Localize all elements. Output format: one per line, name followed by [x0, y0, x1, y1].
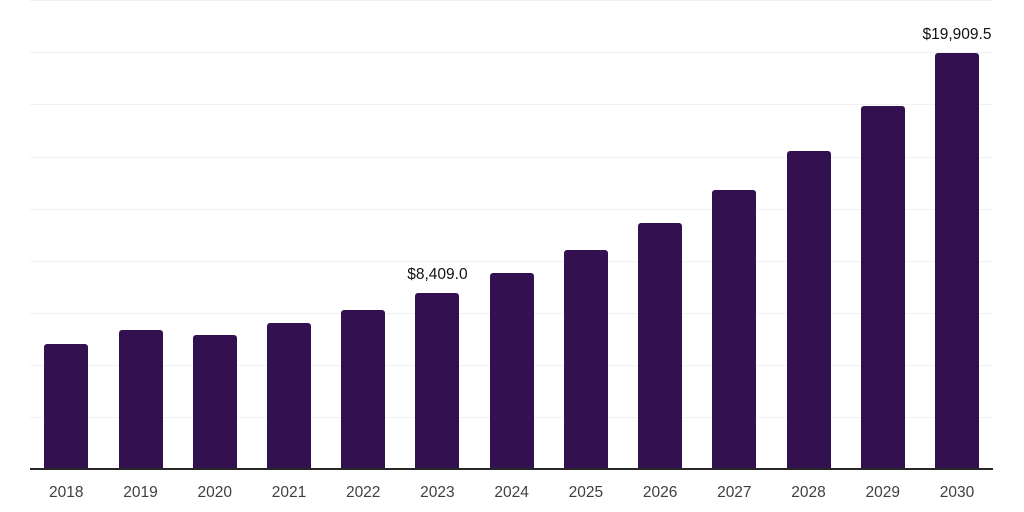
gridline-17500: [30, 104, 993, 106]
bar-2024: [489, 273, 534, 468]
bar-2021: [266, 323, 311, 468]
bar-2018: [44, 344, 89, 468]
gridline-10000: [30, 260, 993, 262]
x-tick-2022: 2022: [345, 484, 381, 501]
bar-2023: [415, 292, 460, 468]
bar-2026: [638, 222, 683, 468]
x-tick-2030: 2030: [939, 484, 975, 501]
bar-2027: [712, 189, 757, 468]
x-axis-line: [30, 468, 993, 470]
x-tick-2028: 2028: [791, 484, 826, 501]
x-tick-2018: 2018: [49, 484, 84, 501]
gridline-22500: [30, 0, 993, 2]
bar-2025: [563, 250, 608, 468]
bar-2030: [935, 53, 979, 468]
x-tick-2023: 2023: [420, 484, 455, 501]
x-tick-2021: 2021: [271, 484, 307, 501]
x-tick-2020: 2020: [197, 484, 232, 501]
value-label-2030: $19,909.5: [922, 26, 992, 44]
plot-area: $8,409.0 $19,909.5: [30, 0, 993, 470]
bar-2019: [118, 329, 163, 468]
gridline-20000: [30, 52, 993, 54]
value-label-2023: $8,409.0: [407, 265, 468, 283]
x-tick-2027: 2027: [717, 484, 752, 501]
x-tick-2025: 2025: [568, 484, 604, 501]
x-tick-2029: 2029: [865, 484, 901, 501]
gridline-12500: [30, 208, 993, 210]
bar-2022: [341, 309, 386, 468]
bar-2029: [860, 105, 905, 468]
bar-2020: [192, 335, 237, 468]
x-tick-2026: 2026: [642, 484, 678, 501]
x-tick-2024: 2024: [494, 484, 529, 501]
x-tick-2019: 2019: [123, 484, 158, 501]
bar-2028: [786, 150, 831, 468]
gridline-15000: [30, 156, 993, 158]
